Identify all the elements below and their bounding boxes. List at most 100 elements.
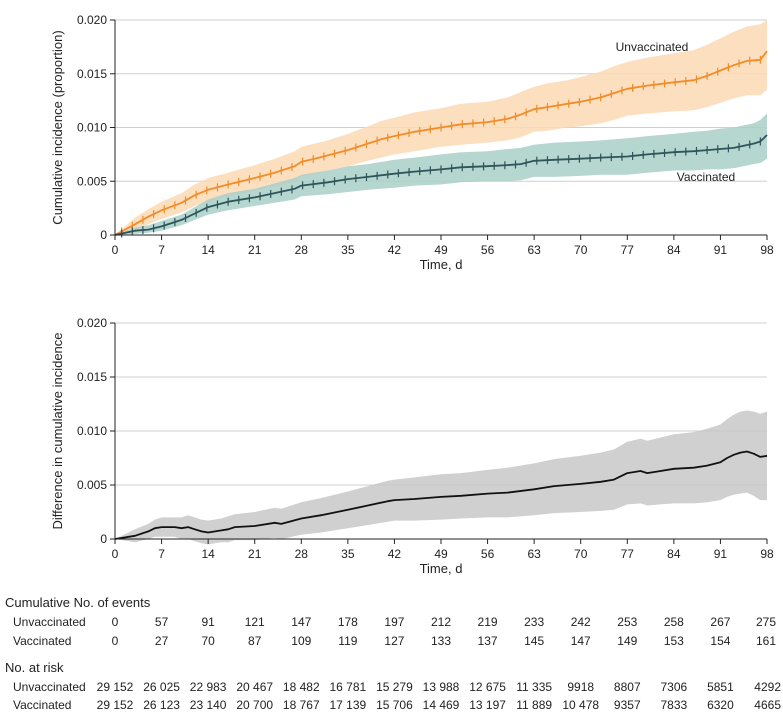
at-risk-cell: 23 140 bbox=[190, 698, 227, 712]
y-tick-label: 0.015 bbox=[77, 370, 107, 384]
x-tick-label: 42 bbox=[388, 243, 402, 257]
at-risk-cell: 9918 bbox=[567, 680, 594, 694]
at-risk-cell: 5851 bbox=[707, 680, 734, 694]
x-tick-label: 35 bbox=[341, 243, 355, 257]
y-tick-label: 0 bbox=[100, 532, 107, 546]
events-cell: 145 bbox=[524, 634, 544, 648]
at-risk-row-label: Vaccinated bbox=[13, 698, 71, 712]
x-tick-label: 28 bbox=[295, 243, 309, 257]
x-tick-label: 49 bbox=[434, 547, 448, 561]
at-risk-cell: 29 152 bbox=[97, 680, 134, 694]
y-tick-label: 0.020 bbox=[77, 13, 107, 27]
events-cell: 91 bbox=[201, 615, 215, 629]
y-tick-label: 0.020 bbox=[77, 316, 107, 330]
x-tick-label: 91 bbox=[714, 243, 728, 257]
y-axis-title: Cumulative incidence (proportion) bbox=[50, 30, 65, 224]
events-cell: 258 bbox=[664, 615, 684, 629]
x-tick-label: 0 bbox=[112, 243, 119, 257]
x-tick-label: 0 bbox=[112, 547, 119, 561]
events-cell: 0 bbox=[112, 615, 119, 629]
x-tick-label: 35 bbox=[341, 547, 355, 561]
events-cell: 154 bbox=[710, 634, 730, 648]
at-risk-cell: 8807 bbox=[614, 680, 641, 694]
at-risk-cell: 4665 bbox=[754, 698, 781, 712]
events-cell: 197 bbox=[384, 615, 404, 629]
at-risk-cell: 20 700 bbox=[236, 698, 273, 712]
at-risk-row-label: Unvaccinated bbox=[13, 680, 86, 694]
at-risk-cell: 13 197 bbox=[469, 698, 506, 712]
cumulative-incidence-panel: 0 0.005 0.010 0.015 0.020 0 7 14 21 28 35 42 49 56 63 7… bbox=[50, 13, 774, 272]
at-risk-cell: 26 025 bbox=[143, 680, 180, 694]
events-cell: 27 bbox=[155, 634, 169, 648]
at-risk-cell: 13 988 bbox=[423, 680, 460, 694]
x-tick-label: 77 bbox=[621, 243, 635, 257]
events-cell: 57 bbox=[155, 615, 169, 629]
events-cell: 212 bbox=[431, 615, 451, 629]
events-cell: 147 bbox=[291, 615, 311, 629]
ci-band-difference bbox=[115, 410, 767, 545]
y-tick-label: 0.015 bbox=[77, 67, 107, 81]
y-tick-label: 0.010 bbox=[77, 424, 107, 438]
at-risk-cell: 17 139 bbox=[330, 698, 367, 712]
x-tick-label: 49 bbox=[434, 243, 448, 257]
events-cell: 87 bbox=[248, 634, 262, 648]
at-risk-cell: 29 152 bbox=[97, 698, 134, 712]
y-tick-label: 0.005 bbox=[77, 174, 107, 188]
at-risk-table-title: No. at risk bbox=[5, 660, 64, 675]
x-tick-label: 70 bbox=[574, 243, 588, 257]
events-cell: 233 bbox=[524, 615, 544, 629]
series-label-unvaccinated: Unvaccinated bbox=[616, 40, 689, 54]
y-tick-label: 0.005 bbox=[77, 478, 107, 492]
events-cell: 137 bbox=[478, 634, 498, 648]
events-cell: 253 bbox=[617, 615, 637, 629]
at-risk-cell: 18 767 bbox=[283, 698, 320, 712]
risk-table: Cumulative No. of events Unvaccinated 0 57 9… bbox=[5, 595, 781, 712]
x-tick-label: 84 bbox=[667, 243, 681, 257]
at-risk-cell: 26 123 bbox=[143, 698, 180, 712]
x-tick-label: 21 bbox=[248, 243, 262, 257]
at-risk-cell: 15 706 bbox=[376, 698, 413, 712]
series-label-vaccinated: Vaccinated bbox=[677, 170, 735, 184]
at-risk-cell: 9357 bbox=[614, 698, 641, 712]
x-axis-title: Time, d bbox=[420, 257, 463, 272]
at-risk-cell: 7306 bbox=[661, 680, 688, 694]
events-row-label: Unvaccinated bbox=[13, 615, 86, 629]
x-tick-label: 70 bbox=[574, 547, 588, 561]
at-risk-cell: 22 983 bbox=[190, 680, 227, 694]
x-tick-label: 42 bbox=[388, 547, 402, 561]
x-tick-label: 77 bbox=[621, 547, 635, 561]
events-cell: 275 bbox=[756, 615, 776, 629]
events-cell: 119 bbox=[338, 634, 357, 648]
at-risk-cell: 18 482 bbox=[283, 680, 320, 694]
events-cell: 109 bbox=[291, 634, 311, 648]
at-risk-cell: 12 675 bbox=[469, 680, 506, 694]
events-cell: 147 bbox=[571, 634, 591, 648]
difference-panel: 0 0.005 0.010 0.015 0.020 0 7 14 21 28 35 42 49 56 63 7… bbox=[50, 316, 774, 576]
at-risk-cell: 14 469 bbox=[423, 698, 460, 712]
at-risk-cell: 11 335 bbox=[516, 680, 552, 694]
x-tick-label: 21 bbox=[248, 547, 262, 561]
x-tick-label: 7 bbox=[158, 243, 165, 257]
x-tick-label: 14 bbox=[201, 547, 215, 561]
at-risk-cell: 15 279 bbox=[376, 680, 413, 694]
x-tick-label: 63 bbox=[527, 547, 541, 561]
events-cell: 121 bbox=[245, 615, 265, 629]
events-cell: 242 bbox=[571, 615, 591, 629]
x-tick-label: 56 bbox=[481, 547, 495, 561]
events-cell: 161 bbox=[756, 634, 776, 648]
events-row-label: Vaccinated bbox=[13, 634, 71, 648]
ci-band-vaccinated bbox=[115, 113, 767, 235]
events-cell: 0 bbox=[112, 634, 119, 648]
events-cell: 149 bbox=[617, 634, 637, 648]
x-tick-label: 98 bbox=[760, 547, 774, 561]
x-tick-label: 91 bbox=[714, 547, 728, 561]
x-tick-label: 28 bbox=[295, 547, 309, 561]
events-cell: 178 bbox=[338, 615, 358, 629]
series-line-unvaccinated bbox=[114, 50, 768, 236]
events-cell: 219 bbox=[478, 615, 498, 629]
y-axis-title: Difference in cumulative incidence bbox=[50, 332, 65, 529]
events-table-title: Cumulative No. of events bbox=[5, 595, 151, 610]
y-tick-label: 0 bbox=[100, 228, 107, 242]
at-risk-cell: 7833 bbox=[661, 698, 688, 712]
